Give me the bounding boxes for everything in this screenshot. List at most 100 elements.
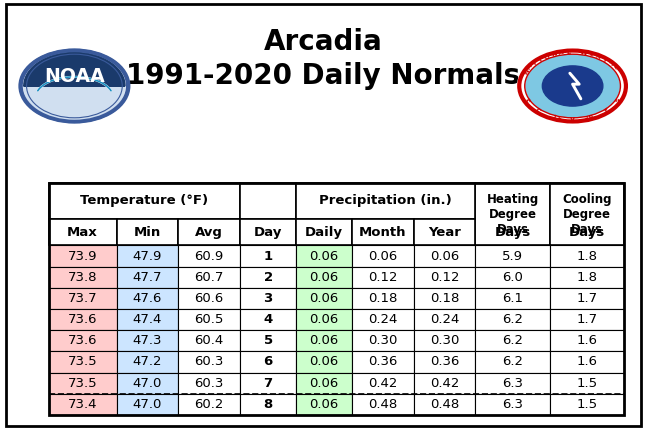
Bar [352, 219, 413, 246]
Bar [550, 330, 624, 351]
Text: 47.4: 47.4 [133, 313, 162, 326]
Text: 0.42: 0.42 [368, 377, 397, 390]
Text: 73.4: 73.4 [68, 398, 97, 411]
Text: E: E [604, 107, 611, 114]
Text: 0.06: 0.06 [309, 271, 338, 284]
Text: 73.5: 73.5 [68, 356, 98, 369]
Bar [240, 183, 296, 219]
Text: 7: 7 [263, 377, 272, 390]
Text: 73.7: 73.7 [68, 292, 98, 305]
Bar [116, 246, 179, 267]
Circle shape [24, 52, 125, 120]
Bar [550, 267, 624, 288]
Text: 0.06: 0.06 [368, 249, 397, 263]
Text: 0.12: 0.12 [430, 271, 459, 284]
Bar [296, 351, 352, 372]
Text: 0.30: 0.30 [430, 334, 459, 347]
Text: 6.0: 6.0 [502, 271, 523, 284]
Text: 73.8: 73.8 [68, 271, 97, 284]
Text: 3: 3 [263, 292, 272, 305]
Bar [116, 372, 179, 394]
Bar [296, 372, 352, 394]
Bar [476, 288, 550, 309]
Bar [49, 330, 116, 351]
Text: Max: Max [67, 226, 98, 239]
Text: 0.06: 0.06 [309, 377, 338, 390]
Text: 60.3: 60.3 [195, 356, 224, 369]
Text: 47.3: 47.3 [133, 334, 162, 347]
Circle shape [526, 55, 619, 117]
Text: 0.42: 0.42 [430, 377, 459, 390]
Text: Day: Day [254, 226, 282, 239]
Bar [476, 309, 550, 330]
Bar [476, 183, 550, 246]
Text: S: S [615, 97, 622, 104]
Bar [413, 309, 476, 330]
Text: 60.5: 60.5 [195, 313, 224, 326]
Text: 60.7: 60.7 [195, 271, 224, 284]
Bar [240, 309, 296, 330]
Text: 73.6: 73.6 [68, 313, 97, 326]
Bar [179, 372, 240, 394]
Bar [49, 246, 116, 267]
Bar [49, 183, 240, 219]
Text: 5.9: 5.9 [502, 249, 523, 263]
Text: 0.18: 0.18 [368, 292, 397, 305]
Text: Daily: Daily [305, 226, 343, 239]
Bar [352, 372, 413, 394]
Text: 5: 5 [263, 334, 272, 347]
Bar [296, 246, 352, 267]
Text: 6.2: 6.2 [502, 356, 523, 369]
Text: 0.30: 0.30 [368, 334, 397, 347]
Text: W: W [580, 50, 588, 56]
Text: 0.06: 0.06 [309, 292, 338, 305]
Text: Heating
Degree
Days: Heating Degree Days [487, 193, 539, 236]
Bar [49, 183, 624, 415]
Bar [550, 394, 624, 415]
Bar [476, 267, 550, 288]
Bar [240, 372, 296, 394]
Bar [550, 351, 624, 372]
Bar [352, 288, 413, 309]
Text: 0.06: 0.06 [309, 313, 338, 326]
Text: NOAA: NOAA [44, 68, 105, 86]
Text: 60.2: 60.2 [195, 398, 224, 411]
Bar [413, 351, 476, 372]
Bar [179, 309, 240, 330]
Bar [240, 288, 296, 309]
Text: Days: Days [494, 226, 531, 239]
Bar [352, 267, 413, 288]
Text: Year: Year [428, 226, 461, 239]
Text: 6: 6 [263, 356, 272, 369]
Bar [352, 330, 413, 351]
Text: Precipitation (in.): Precipitation (in.) [320, 194, 452, 207]
Text: N: N [551, 52, 558, 58]
Bar [49, 267, 116, 288]
Text: ★: ★ [583, 116, 589, 122]
Text: 1991-2020 Daily Normals: 1991-2020 Daily Normals [126, 62, 521, 90]
Bar [179, 330, 240, 351]
Bar [179, 351, 240, 372]
Text: R: R [588, 114, 595, 120]
Text: 60.4: 60.4 [195, 334, 224, 347]
Text: 73.6: 73.6 [68, 334, 97, 347]
Text: 60.9: 60.9 [195, 249, 224, 263]
Text: ★: ★ [556, 116, 562, 122]
Bar [240, 394, 296, 415]
Bar [116, 351, 179, 372]
Bar [49, 351, 116, 372]
Circle shape [19, 49, 129, 123]
Text: 0.06: 0.06 [430, 249, 459, 263]
Bar [413, 267, 476, 288]
Bar [296, 183, 476, 219]
Text: 47.7: 47.7 [133, 271, 162, 284]
Bar [296, 219, 352, 246]
Text: Avg: Avg [195, 226, 223, 239]
Text: 0.48: 0.48 [368, 398, 397, 411]
Bar [240, 267, 296, 288]
Text: 6.1: 6.1 [502, 292, 523, 305]
Bar [296, 394, 352, 415]
Text: E: E [588, 52, 595, 58]
Polygon shape [24, 52, 125, 86]
Bar [476, 246, 550, 267]
